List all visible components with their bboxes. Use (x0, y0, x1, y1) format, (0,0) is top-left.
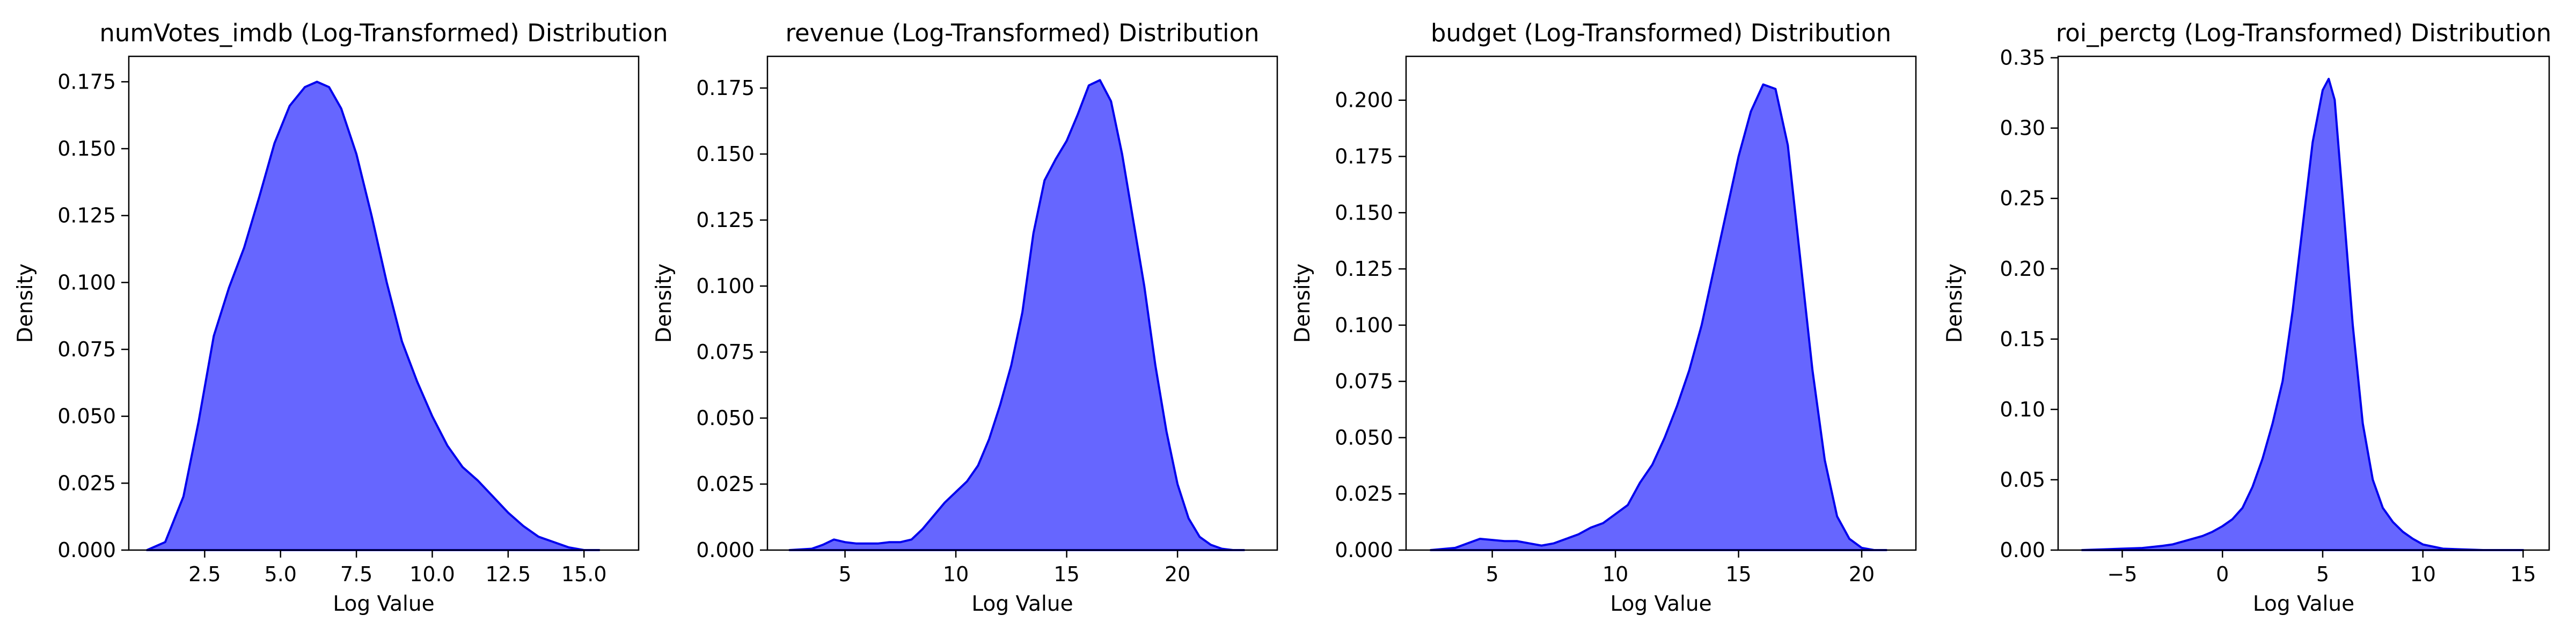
x-tick-label: 5 (838, 562, 851, 586)
x-tick-label: 0 (2216, 562, 2229, 586)
y-tick-label: 0.100 (57, 270, 116, 294)
x-tick-label: 15 (1053, 562, 1079, 586)
chart-title: revenue (Log-Transformed) Distribution (785, 19, 1259, 47)
density-area (788, 79, 1246, 551)
y-axis-label: Density (13, 264, 38, 343)
x-tick-label: 20 (1849, 562, 1875, 586)
x-tick-label: 10 (943, 562, 969, 586)
x-tick-label: 5.0 (265, 562, 297, 586)
x-tick-label: 10 (2410, 562, 2436, 586)
x-tick-label: 15.0 (561, 562, 607, 586)
y-tick-label: 0.200 (1335, 89, 1393, 112)
x-tick-label: 12.5 (486, 562, 531, 586)
x-axis-label: Log Value (333, 592, 434, 616)
y-axis-label: Density (1943, 264, 1967, 343)
y-tick-label: 0.00 (2000, 538, 2045, 562)
y-tick-label: 0.100 (696, 274, 755, 298)
y-tick-label: 0.025 (696, 472, 755, 496)
y-tick-label: 0.15 (2000, 327, 2045, 351)
x-tick-label: 5 (2316, 562, 2329, 586)
y-tick-label: 0.100 (1335, 313, 1393, 337)
y-tick-label: 0.25 (2000, 187, 2045, 210)
y-tick-label: 0.175 (57, 70, 116, 93)
x-axis-label: Log Value (971, 592, 1073, 616)
y-tick-label: 0.20 (2000, 257, 2045, 281)
y-tick-label: 0.000 (696, 538, 755, 562)
y-tick-label: 0.10 (2000, 398, 2045, 421)
x-axis-label: Log Value (2253, 592, 2354, 616)
y-tick-label: 0.150 (696, 142, 755, 166)
axes-frame (766, 55, 1278, 551)
x-tick-label: 15 (1725, 562, 1751, 586)
y-tick-label: 0.000 (57, 538, 116, 562)
y-tick-label: 0.05 (2000, 468, 2045, 492)
x-tick-label: 2.5 (188, 562, 221, 586)
y-tick-label: 0.125 (696, 208, 755, 232)
y-tick-label: 0.050 (1335, 426, 1393, 449)
axes-frame (128, 55, 640, 551)
y-tick-label: 0.075 (696, 340, 755, 364)
subplot-3: 5 10 15 20 0.000 0.025 0.050 0.075 0.100 0.125 0.1… (1291, 19, 1917, 616)
y-tick-label: 0.075 (57, 338, 116, 361)
subplot-2: 5 10 15 20 0.000 0.025 0.050 0.075 0.100 0.125 0.1… (652, 19, 1278, 616)
y-tick-label: 0.050 (696, 406, 755, 430)
chart-title: numVotes_imdb (Log-Transformed) Distribu… (99, 19, 668, 47)
chart-title: budget (Log-Transformed) Distribution (1431, 19, 1891, 47)
x-tick-label: 10.0 (409, 562, 455, 586)
y-tick-label: 0.125 (1335, 257, 1393, 281)
density-area (1429, 83, 1887, 551)
x-axis-label: Log Value (1610, 592, 1711, 616)
chart-title: roi_perctg (Log-Transformed) Distributio… (2056, 19, 2552, 47)
y-tick-label: 0.125 (57, 204, 116, 228)
axes-frame (1405, 55, 1917, 551)
density-area (145, 80, 601, 551)
y-tick-label: 0.025 (57, 471, 116, 495)
density-area (2081, 77, 2524, 551)
x-tick-label: 15 (2510, 562, 2536, 586)
subplot-1: 2.5 5.0 7.5 10.0 12.5 15.0 0.000 0.025 0.050 0.07… (13, 19, 668, 616)
subplot-4: −5 0 5 10 15 0.00 0.05 0.10 0.15 0.20 0.25 0.30 0.35… (1943, 19, 2551, 616)
y-tick-label: 0.000 (1335, 538, 1393, 562)
y-tick-label: 0.150 (1335, 201, 1393, 224)
y-tick-label: 0.025 (1335, 482, 1393, 506)
y-tick-label: 0.30 (2000, 116, 2045, 140)
y-tick-label: 0.175 (696, 76, 755, 100)
y-tick-label: 0.35 (2000, 46, 2045, 70)
y-axis-label: Density (652, 264, 676, 343)
y-tick-label: 0.075 (1335, 370, 1393, 393)
axes-frame (2057, 55, 2550, 551)
x-tick-label: 10 (1602, 562, 1628, 586)
y-tick-label: 0.150 (57, 137, 116, 160)
x-tick-label: −5 (2107, 562, 2137, 586)
x-tick-label: 5 (1486, 562, 1499, 586)
y-axis-label: Density (1291, 264, 1315, 343)
y-tick-label: 0.050 (57, 405, 116, 428)
x-tick-label: 20 (1165, 562, 1190, 586)
x-tick-label: 7.5 (340, 562, 372, 586)
y-tick-label: 0.175 (1335, 145, 1393, 169)
